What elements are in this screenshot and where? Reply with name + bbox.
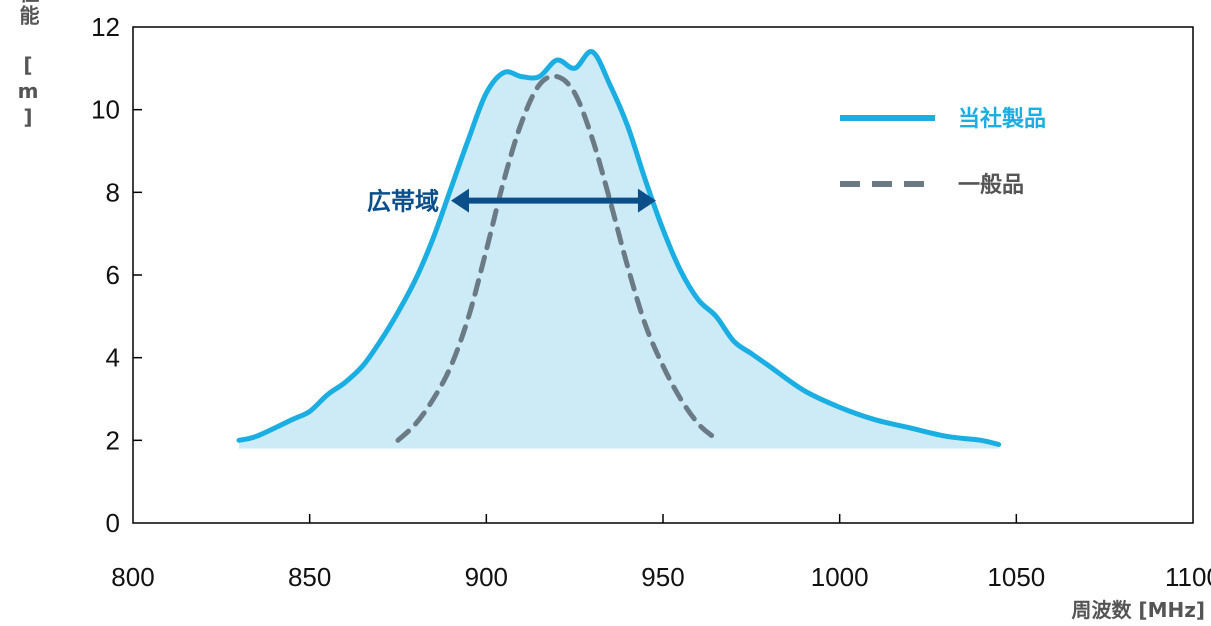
y-tick-label: 12 xyxy=(91,12,120,42)
series-fill-our-product xyxy=(239,51,999,449)
y-tick-label: 4 xyxy=(106,343,120,373)
bandwidth-arrow-head-right xyxy=(637,188,656,213)
x-axis-title-group: 周波数 [MHz] xyxy=(1071,598,1205,622)
x-tick-label: 800 xyxy=(111,562,154,592)
legend-label-our-product: 当社製品 xyxy=(958,106,1046,132)
x-tick-label: 1000 xyxy=(811,562,869,592)
x-tick-label: 900 xyxy=(465,562,508,592)
y-tick-label: 2 xyxy=(106,425,120,455)
y-tick-label: 0 xyxy=(106,508,120,538)
bandwidth-arrow-head-left xyxy=(451,188,469,213)
x-tick-label: 850 xyxy=(288,562,331,592)
y-tick-label: 10 xyxy=(91,95,120,125)
x-tick-label: 950 xyxy=(641,562,684,592)
series-line-our-product xyxy=(236,49,1002,447)
legend-label-general-product: 一般品 xyxy=(958,172,1024,198)
y-axis-title: 通信性能 [m] xyxy=(16,0,40,131)
bandwidth-label: 広帯域 xyxy=(367,188,439,216)
series-layer xyxy=(236,49,1002,447)
series-line-general-product xyxy=(395,73,715,443)
annotation-layer: 広帯域 xyxy=(367,188,656,216)
y-tick-label: 8 xyxy=(106,177,120,207)
y-tick-label: 6 xyxy=(106,260,120,290)
y-axis-title-group: 通信性能 [m] xyxy=(16,0,40,131)
fill-layer xyxy=(239,51,999,449)
x-axis-title: 周波数 [MHz] xyxy=(1071,598,1205,622)
y-axis-ticks: 0 2 4 6 8 10 12 xyxy=(91,12,142,538)
x-tick-label: 1050 xyxy=(987,562,1045,592)
